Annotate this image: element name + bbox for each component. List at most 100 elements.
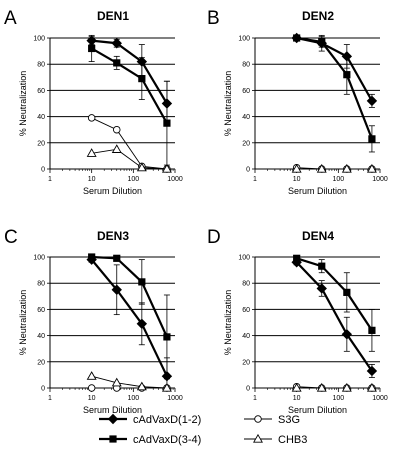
x-tick-label: 1000 xyxy=(167,395,183,402)
data-point xyxy=(87,114,96,122)
data-point xyxy=(111,377,122,387)
data-point xyxy=(88,253,96,261)
legend-item: S3G xyxy=(244,414,300,426)
x-tick-label: 1 xyxy=(253,395,257,402)
x-tick-label: 10 xyxy=(88,176,96,183)
data-point xyxy=(136,318,148,330)
data-point xyxy=(316,163,327,173)
series-line xyxy=(91,148,167,170)
series-line xyxy=(296,257,373,331)
legend-item: CHB3 xyxy=(244,433,307,446)
y-tick-label: 20 xyxy=(242,140,250,147)
x-tick-label: 10 xyxy=(293,176,301,183)
series-line xyxy=(296,36,373,140)
data-point xyxy=(163,119,171,127)
legend-item: cAdVaxD(1-2) xyxy=(99,413,201,426)
legend-label: CHB3 xyxy=(278,434,307,446)
y-tick-label: 80 xyxy=(37,281,45,288)
x-tick-label: 10 xyxy=(88,395,96,402)
data-point xyxy=(111,38,122,49)
y-tick-label: 60 xyxy=(242,307,250,314)
y-tick-label: 80 xyxy=(37,62,45,69)
data-point xyxy=(111,144,122,153)
data-point xyxy=(366,382,377,392)
x-tick-label: 100 xyxy=(127,176,139,183)
panel-letter: B xyxy=(207,8,220,29)
data-point xyxy=(113,125,121,134)
y-tick-label: 60 xyxy=(242,88,250,95)
data-point xyxy=(138,278,146,286)
panel-title: DEN1 xyxy=(97,9,129,23)
y-tick-label: 40 xyxy=(242,114,250,121)
chart-panel-a: A DEN1 0 20 40 60 80 100 1 10 100 1000 Serum Dilutio… xyxy=(4,8,183,196)
legend: cAdVaxD(1-2) S3G cAdVaxD(3-4) CHB3 xyxy=(99,413,307,446)
series-line xyxy=(295,261,373,372)
data-point xyxy=(138,75,146,83)
chart-panel-d: D DEN4 0 20 40 60 80 100 1 10 100 1000 Serum Dilutio… xyxy=(207,227,388,415)
panel-letter: C xyxy=(4,227,18,248)
legend-label: S3G xyxy=(278,414,300,426)
x-tick-label: 1000 xyxy=(372,395,388,402)
data-point xyxy=(366,365,378,377)
y-tick-label: 40 xyxy=(37,333,45,340)
data-point xyxy=(366,163,377,173)
series-square xyxy=(88,253,171,380)
legend-item: cAdVaxD(3-4) xyxy=(99,434,201,446)
data-point xyxy=(316,382,327,392)
data-point xyxy=(161,382,172,392)
y-tick-label: 20 xyxy=(37,359,45,366)
x-tick-label: 1 xyxy=(48,176,52,183)
legend-marker xyxy=(109,435,117,443)
data-point xyxy=(87,384,96,392)
data-point xyxy=(341,329,353,340)
x-tick-label: 1000 xyxy=(372,176,388,183)
chart-panel-c: C DEN3 0 20 40 60 80 100 1 10 100 1000 Serum Dilutio… xyxy=(4,227,183,415)
x-tick-label: 1000 xyxy=(167,176,183,183)
legend-marker xyxy=(253,433,263,443)
data-point xyxy=(341,382,352,392)
data-point xyxy=(136,162,147,172)
y-tick-label: 60 xyxy=(37,88,45,95)
y-axis-label: % Neutralization xyxy=(18,71,28,137)
data-point xyxy=(368,326,376,334)
panel-title: DEN2 xyxy=(302,9,334,23)
legend-label: cAdVaxD(3-4) xyxy=(133,434,201,446)
data-point xyxy=(88,44,96,53)
series-square xyxy=(293,254,376,352)
y-tick-label: 0 xyxy=(41,386,45,393)
x-tick-label: 1 xyxy=(48,395,52,402)
series-triangle xyxy=(291,382,377,392)
panel-letter: A xyxy=(4,8,17,29)
y-tick-label: 20 xyxy=(242,359,250,366)
series-triangle xyxy=(291,163,377,173)
data-point xyxy=(293,34,301,42)
series-square xyxy=(293,34,376,153)
chart-panel-b: B DEN2 0 20 40 60 80 100 1 10 100 1000 Serum Dilutio… xyxy=(207,8,388,196)
legend-label: cAdVaxD(1-2) xyxy=(133,414,201,426)
data-point xyxy=(293,254,301,262)
y-tick-label: 0 xyxy=(246,167,250,174)
panel-title: DEN3 xyxy=(97,229,129,243)
data-point xyxy=(163,333,171,341)
y-axis-label: % Neutralization xyxy=(18,290,28,356)
legend-marker xyxy=(107,413,119,425)
x-axis-label: Serum Dilution xyxy=(288,405,347,415)
series-line xyxy=(91,255,168,338)
data-point xyxy=(136,381,147,391)
data-point xyxy=(368,135,376,143)
series-line xyxy=(91,47,168,124)
data-point xyxy=(161,163,172,173)
y-tick-label: 0 xyxy=(246,386,250,393)
data-point xyxy=(318,262,326,270)
y-axis-label: % Neutralization xyxy=(223,290,233,356)
series-circle xyxy=(87,384,171,392)
y-tick-label: 100 xyxy=(238,255,250,262)
series-line xyxy=(296,36,373,102)
y-axis-label: % Neutralization xyxy=(223,71,233,137)
series-diamond xyxy=(86,35,173,127)
x-tick-label: 10 xyxy=(293,395,301,402)
x-tick-label: 1 xyxy=(253,176,257,183)
y-tick-label: 80 xyxy=(242,62,250,69)
data-point xyxy=(343,71,351,79)
